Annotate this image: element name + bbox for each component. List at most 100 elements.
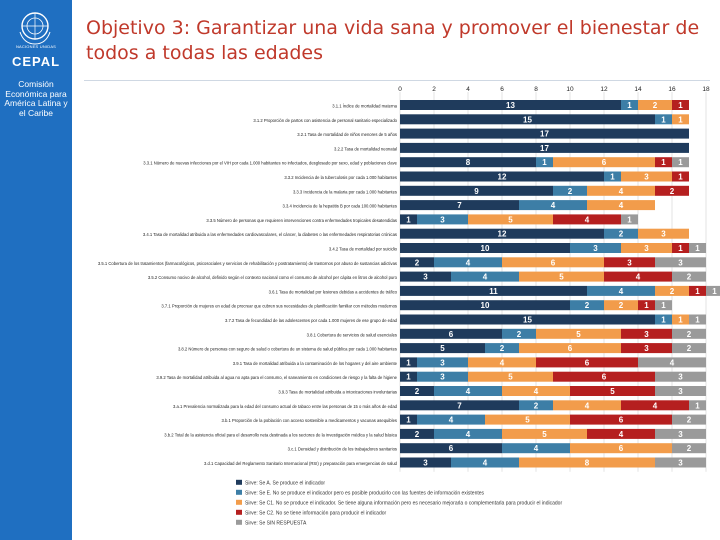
- segment-value-label: 4: [551, 201, 556, 210]
- segment-value-label: 3: [644, 244, 649, 253]
- segment-value-label: 3: [423, 273, 428, 282]
- bar-segment: [417, 214, 468, 225]
- bar-segment: [570, 386, 655, 396]
- bar-segment: [672, 414, 706, 425]
- bar-segment: [638, 228, 689, 239]
- segment-value-label: 2: [534, 401, 539, 410]
- segment-value-label: 7: [457, 401, 462, 410]
- bar-segment: [655, 300, 672, 311]
- bar-segment: [502, 257, 604, 268]
- category-label: 3.8.1 Cobertura de servicios de salud es…: [307, 332, 397, 337]
- segment-value-label: 1: [644, 301, 649, 310]
- segment-value-label: 4: [534, 444, 539, 453]
- segment-value-label: 2: [619, 301, 624, 310]
- segment-value-label: 2: [687, 273, 692, 282]
- category-label: 3.9.2 Tasa de mortalidad atribuida al ag…: [156, 375, 397, 380]
- org-full-name: Comisión Económica para América Latina y…: [4, 79, 68, 118]
- segment-value-label: 6: [449, 444, 454, 453]
- bar-segment: [604, 300, 638, 311]
- bar-segment: [655, 257, 706, 268]
- bar-segment: [400, 142, 689, 153]
- segment-value-label: 3: [627, 258, 632, 267]
- segment-value-label: 17: [540, 130, 549, 139]
- category-label: 3.d.1 Capacidad del Reglamento Sanitario…: [204, 461, 398, 466]
- bar-segment: [468, 214, 553, 225]
- legend-swatch: [236, 509, 242, 515]
- category-label: 3.5.1 Cobertura de los tratamientos (far…: [98, 261, 397, 266]
- segment-value-label: 4: [619, 287, 624, 296]
- category-label: 3.2.1 Tasa de mortalidad de niños menore…: [297, 132, 397, 137]
- segment-value-label: 6: [585, 358, 590, 367]
- bar-segment: [672, 314, 689, 325]
- segment-value-label: 2: [415, 387, 420, 396]
- bar-segment: [536, 157, 553, 168]
- segment-value-label: 4: [585, 215, 590, 224]
- bar-segment: [689, 285, 706, 296]
- bar-segment: [400, 328, 502, 339]
- bar-segment: [434, 386, 502, 396]
- segment-value-label: 3: [423, 459, 428, 468]
- category-label: 3.4.1 Tasa de mortalidad atribuida a las…: [143, 232, 397, 237]
- x-tick-label: 8: [534, 86, 538, 93]
- category-label: 3.3.3 Incidencia de la malaria por cada …: [293, 189, 397, 194]
- segment-value-label: 13: [506, 101, 515, 110]
- segment-value-label: 4: [483, 459, 488, 468]
- x-tick-label: 14: [634, 86, 642, 93]
- bar-segment: [451, 271, 519, 282]
- segment-value-label: 3: [661, 230, 666, 239]
- segment-value-label: 2: [415, 258, 420, 267]
- bar-segment: [689, 400, 706, 411]
- bar-segment: [451, 457, 519, 468]
- category-label: 3.3.4 Incidencia de la hepatitis B por c…: [282, 204, 397, 209]
- legend-swatch: [236, 499, 242, 505]
- legend-label: Sirve: Se A. Se produce el indicador: [245, 480, 325, 486]
- bar-segment: [400, 228, 604, 239]
- bar-segment: [400, 243, 570, 253]
- bar-segment: [621, 343, 672, 354]
- bar-segment: [400, 200, 519, 211]
- segment-value-label: 5: [610, 387, 615, 396]
- bar-segment: [655, 371, 706, 382]
- segment-value-label: 2: [653, 101, 658, 110]
- segment-value-label: 1: [406, 215, 411, 224]
- segment-value-label: 2: [670, 187, 675, 196]
- x-tick-label: 4: [466, 86, 470, 93]
- bar-segment: [502, 428, 587, 439]
- segment-value-label: 1: [678, 244, 683, 253]
- segment-value-label: 1: [661, 115, 666, 124]
- bar-segment: [672, 100, 689, 110]
- segment-value-label: 2: [568, 187, 573, 196]
- segment-value-label: 2: [517, 330, 522, 339]
- category-label: 3.8.2 Número de personas con seguro de s…: [178, 347, 397, 352]
- segment-value-label: 1: [661, 158, 666, 167]
- segment-value-label: 1: [695, 287, 700, 296]
- segment-value-label: 6: [619, 444, 624, 453]
- segment-value-label: 4: [466, 258, 471, 267]
- bar-segment: [621, 214, 638, 225]
- segment-value-label: 10: [481, 244, 490, 253]
- un-emblem-icon: [19, 12, 51, 45]
- segment-value-label: 15: [523, 115, 532, 124]
- legend-label: Sirve: Se SIN RESPUESTA: [245, 520, 307, 526]
- bar-segment: [434, 428, 502, 439]
- segment-value-label: 1: [678, 101, 683, 110]
- bar-segment: [434, 257, 502, 268]
- segment-value-label: 1: [406, 416, 411, 425]
- legend-label: Sirve: Se E. No se produce el indicador …: [245, 490, 485, 496]
- sidebar: NACIONES UNIDAS CEPAL Comisión Económica…: [0, 0, 72, 540]
- segment-value-label: 4: [636, 273, 641, 282]
- bar-segment: [400, 185, 553, 196]
- bar-segment: [638, 100, 672, 110]
- segment-value-label: 4: [466, 387, 471, 396]
- segment-value-label: 5: [542, 430, 547, 439]
- segment-value-label: 6: [449, 330, 454, 339]
- segment-value-label: 6: [619, 416, 624, 425]
- bar-segment: [655, 314, 672, 325]
- segment-value-label: 12: [498, 230, 507, 239]
- segment-value-label: 2: [670, 287, 675, 296]
- bar-segment: [519, 271, 604, 282]
- segment-value-label: 1: [712, 287, 717, 296]
- category-label: 3.3.5 Número de personas que requieren i…: [206, 218, 397, 223]
- bar-segment: [621, 171, 672, 182]
- bar-segment: [468, 371, 553, 382]
